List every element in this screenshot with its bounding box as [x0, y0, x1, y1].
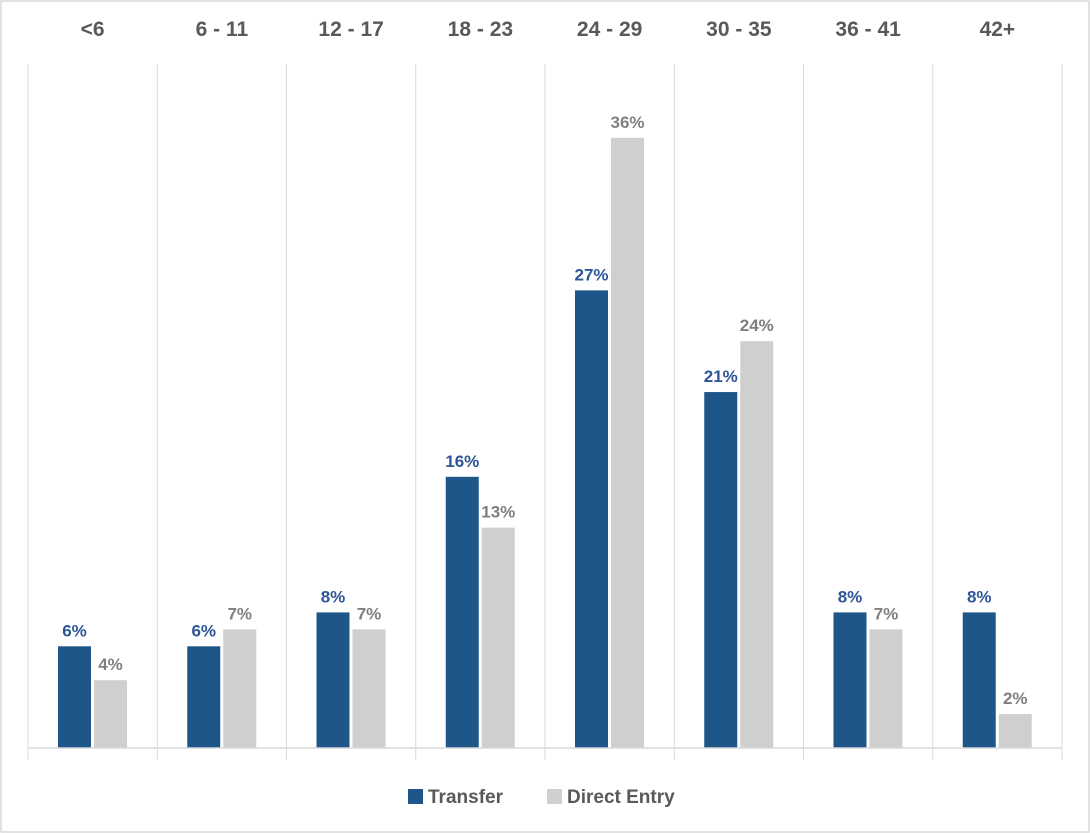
category-labels: <6 6 - 11 12 - 17 18 - 23 24 - 29 30 - 35 36 -…: [81, 18, 1016, 41]
bar-transfer: [833, 612, 867, 748]
category-label: 12 - 17: [318, 18, 383, 41]
bar-direct-entry: [94, 680, 127, 748]
category-label: <6: [81, 18, 105, 41]
legend-swatch: [547, 789, 562, 804]
bar-direct-entry: [352, 629, 386, 748]
legend: Transfer Direct Entry: [408, 787, 675, 808]
bars: [58, 137, 1032, 749]
category-label: 24 - 29: [577, 18, 642, 41]
bar-direct-entry: [740, 341, 774, 748]
data-labels: 6% 6% 8% 16% 27% 21% 8% 8% 4% 7% 7% 13% 36% 24% 7% 2%: [62, 113, 1027, 708]
bar-transfer: [575, 290, 608, 748]
data-label: 7%: [357, 604, 382, 623]
data-label: 16%: [445, 452, 479, 471]
bar-transfer: [187, 646, 221, 748]
bar-transfer: [704, 392, 738, 748]
data-label: 2%: [1003, 689, 1028, 708]
legend-swatch: [408, 789, 423, 804]
bar-transfer: [316, 612, 350, 748]
bar-direct-entry: [998, 714, 1032, 748]
bar-direct-entry: [223, 629, 257, 748]
legend-label: Direct Entry: [567, 787, 675, 808]
data-label: 6%: [191, 621, 216, 640]
data-label: 8%: [967, 587, 992, 606]
bar-transfer: [58, 646, 91, 748]
category-label: 42+: [980, 18, 1016, 41]
legend-label: Transfer: [428, 787, 504, 808]
category-label: 30 - 35: [706, 18, 772, 41]
bar-direct-entry: [611, 137, 644, 749]
data-label: 7%: [874, 604, 899, 623]
bar-direct-entry: [481, 527, 515, 748]
data-label: 13%: [481, 503, 515, 522]
data-label: 8%: [838, 587, 863, 606]
bar-transfer: [445, 476, 479, 748]
data-label: 21%: [704, 367, 738, 386]
data-label: 6%: [62, 621, 87, 640]
category-dividers: [27, 64, 1063, 760]
data-label: 36%: [610, 113, 644, 132]
category-label: 36 - 41: [835, 18, 901, 41]
data-label: 24%: [740, 316, 774, 335]
data-label: 4%: [98, 655, 123, 674]
bar-transfer: [962, 612, 996, 748]
category-label: 18 - 23: [448, 18, 513, 41]
data-label: 27%: [574, 265, 608, 284]
bar-direct-entry: [869, 629, 903, 748]
data-label: 8%: [321, 587, 346, 606]
data-label: 7%: [227, 604, 252, 623]
category-label: 6 - 11: [196, 18, 249, 41]
